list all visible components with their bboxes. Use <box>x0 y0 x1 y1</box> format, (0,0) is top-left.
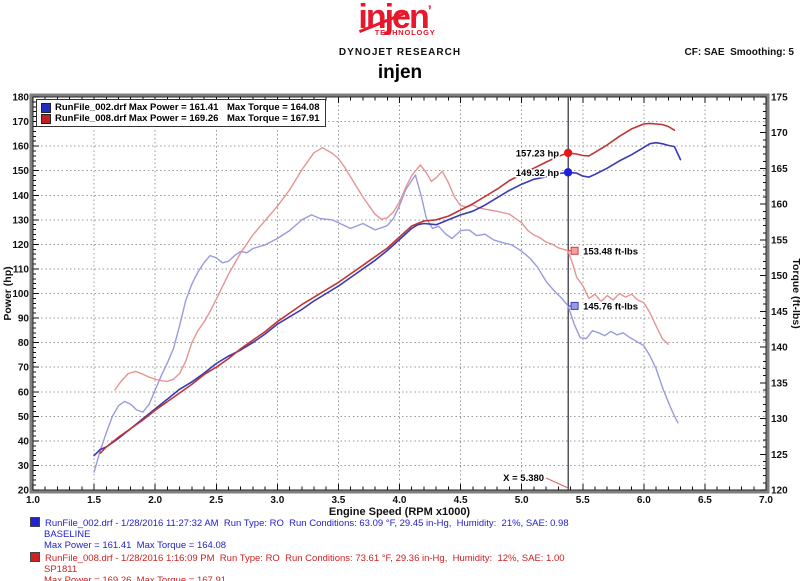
torque-tick-label: 125 <box>771 450 788 461</box>
x-tick-label: 3.0 <box>270 495 284 506</box>
x-tick-label: 4.0 <box>393 495 407 506</box>
run-info-block-002: RunFile_002.drf - 1/28/2016 11:27:32 AM … <box>30 516 569 551</box>
run-label: SP1811 <box>44 564 78 576</box>
x-tick-label: 2.5 <box>209 495 223 506</box>
torque-axis-title: Torque (ft-lbs) <box>790 258 800 328</box>
x-tick-label: 2.0 <box>148 495 162 506</box>
x-axis-title: Engine Speed (RPM x1000) <box>329 506 471 518</box>
power-tick-label: 110 <box>13 264 30 275</box>
power-curve-runfile-002 <box>93 141 682 457</box>
torque-tick-label: 145 <box>771 307 788 318</box>
run-max-values: Max Power = 169.26 Max Torque = 167.91 <box>44 574 227 581</box>
power-axis-title: Power (hp) <box>2 266 14 320</box>
legend-label-power: RunFile_002.drf Max Power = 161.41 <box>55 102 219 113</box>
power-tick-label: 100 <box>12 289 29 300</box>
plot-border <box>29 93 770 494</box>
power-tick-label: 130 <box>12 215 29 226</box>
power-tick-label: 120 <box>12 240 29 251</box>
power-tick-label: 80 <box>18 338 30 349</box>
injen-logo-text: injen <box>358 0 429 36</box>
cursor-value-marker <box>570 246 579 255</box>
run-file-icon <box>30 517 40 527</box>
torque-tick-label: 120 <box>771 486 788 497</box>
x-tick-label: 7.0 <box>759 495 773 506</box>
correction-smoothing-label: CF: SAE Smoothing: 5 <box>684 47 794 58</box>
torque-curve-runfile-008 <box>114 146 669 391</box>
run-max-values: Max Power = 161.41 Max Torque = 164.08 <box>44 539 227 551</box>
x-tick-label: 4.5 <box>454 495 468 506</box>
power-tick-label: 90 <box>18 314 30 325</box>
power-tick-label: 70 <box>18 363 30 374</box>
torque-tick-label: 155 <box>771 235 788 246</box>
run-info-block-008: RunFile_008.drf - 1/28/2016 1:16:09 PM R… <box>30 551 569 581</box>
x-tick-label: 5.5 <box>576 495 590 506</box>
torque-curve-runfile-002 <box>93 174 679 473</box>
legend-label-torque: Max Torque = 164.08 <box>227 102 320 113</box>
cursor-value-marker <box>563 168 573 177</box>
x-tick-label: 1.5 <box>87 495 101 506</box>
dynojet-research-label: DYNOJET RESEARCH <box>338 47 462 58</box>
torque-tick-label: 140 <box>771 343 788 354</box>
torque-tick-label: 160 <box>771 200 788 211</box>
x-tick-label: 3.5 <box>331 495 345 506</box>
run-conditions-line: RunFile_008.drf - 1/28/2016 1:16:09 PM R… <box>30 551 569 565</box>
cursor-value-marker <box>570 301 579 310</box>
legend-row-runfile-008: RunFile_008.drf Max Power = 169.26 Max T… <box>41 113 320 124</box>
run-conditions-text: RunFile_002.drf - 1/28/2016 11:27:32 AM … <box>45 518 569 529</box>
legend-label-torque: Max Torque = 167.91 <box>227 113 320 124</box>
cursor-x-label: X = 5.380 <box>503 473 544 484</box>
torque-tick-label: 165 <box>771 164 788 175</box>
run-details: RunFile_002.drf - 1/28/2016 11:27:32 AM … <box>30 516 569 581</box>
chart-legend: RunFile_002.drf Max Power = 161.41 Max T… <box>36 99 326 127</box>
run-conditions-text: RunFile_008.drf - 1/28/2016 1:16:09 PM R… <box>45 553 565 565</box>
power-curve-runfile-008 <box>99 122 676 455</box>
plot-border-inner <box>32 96 767 491</box>
x-tick-label: 6.0 <box>637 495 651 506</box>
legend-label-power: RunFile_008.drf Max Power = 169.26 <box>55 113 219 124</box>
x-tick-label: 5.0 <box>515 495 529 506</box>
x-tick-label: 6.5 <box>698 495 712 506</box>
registered-mark: ’ <box>427 2 432 18</box>
power-tick-label: 50 <box>18 412 30 423</box>
cursor-value-label: 145.76 ft-lbs <box>583 301 638 312</box>
power-tick-label: 30 <box>18 461 30 472</box>
torque-tick-label: 130 <box>771 414 788 425</box>
cursor-value-marker <box>563 148 573 158</box>
injen-logo: injen’ TECHNOLOGY <box>0 0 800 37</box>
power-tick-label: 20 <box>18 486 30 497</box>
torque-tick-label: 135 <box>771 378 788 389</box>
legend-swatch-blue <box>41 102 51 113</box>
cursor-value-label: 149.32 hp <box>516 168 559 179</box>
legend-swatch-red <box>41 113 51 124</box>
torque-tick-label: 150 <box>771 271 788 282</box>
run-conditions-line: RunFile_002.drf - 1/28/2016 11:27:32 AM … <box>30 516 569 530</box>
power-tick-label: 180 <box>12 93 29 104</box>
injen-logo-subtext: TECHNOLOGY <box>374 28 436 37</box>
torque-tick-label: 170 <box>771 128 788 139</box>
power-tick-label: 150 <box>12 166 29 177</box>
power-tick-label: 40 <box>18 436 30 447</box>
torque-tick-label: 175 <box>771 93 788 104</box>
chart-title: injen <box>377 62 423 83</box>
cursor-callout-line <box>545 477 569 489</box>
cursor-value-label: 153.48 ft-lbs <box>583 246 638 257</box>
power-tick-label: 170 <box>12 117 29 128</box>
legend-row-runfile-002: RunFile_002.drf Max Power = 161.41 Max T… <box>41 102 320 113</box>
run-file-icon <box>30 552 40 563</box>
x-tick-label: 1.0 <box>26 495 40 506</box>
power-tick-label: 140 <box>12 191 29 202</box>
power-tick-label: 60 <box>18 387 30 398</box>
cursor-value-label: 157.23 hp <box>516 148 559 159</box>
run-label: BASELINE <box>44 528 91 540</box>
power-tick-label: 160 <box>12 142 29 153</box>
